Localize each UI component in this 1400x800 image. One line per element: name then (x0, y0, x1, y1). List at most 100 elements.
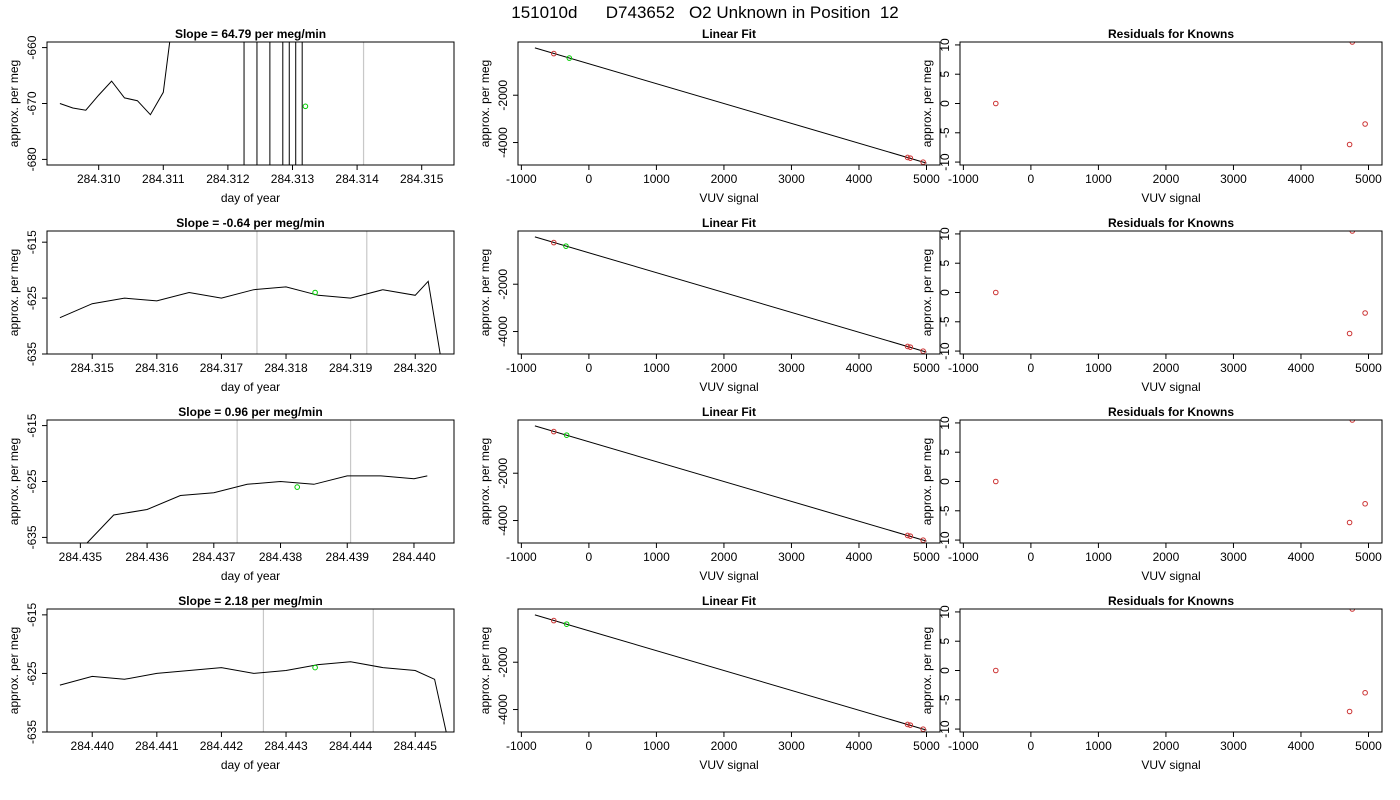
known-point (907, 344, 914, 350)
panel-time-2: 284.315 284.316 284.317 284.318 284.319 284.3… (7, 216, 455, 394)
residual-point (1362, 500, 1368, 507)
known-point (550, 428, 557, 435)
x-tick-label: -1000 (506, 739, 537, 753)
unknown-point (563, 243, 569, 249)
x-tick-label: 5000 (1355, 361, 1382, 375)
y-axis-label: approx. per meg (7, 438, 21, 525)
x-tick-label: 284.442 (200, 739, 244, 753)
panel-title: Residuals for Knowns (1108, 405, 1234, 419)
x-axis-label: day of year (221, 380, 280, 394)
y-tick-label: -2000 (496, 269, 510, 300)
panel-title: Slope = 64.79 per meg/min (175, 27, 326, 41)
x-tick-label: 2000 (711, 739, 738, 753)
x-tick-label: 1000 (1085, 550, 1112, 564)
y-tick-label: -5 (938, 694, 952, 705)
x-tick-label: 1000 (643, 172, 670, 186)
y-tick-label: -625 (25, 286, 39, 310)
x-tick-label: 0 (1028, 739, 1035, 753)
plot-area (992, 420, 1368, 526)
trace-line (59, 42, 171, 116)
panel-fit-1: -1000 0 1000 2000 3000 4000 5000 -4000 -2000 Line… (478, 27, 941, 205)
trace-line (59, 661, 447, 732)
y-tick-label: -615 (25, 603, 39, 627)
x-tick-label: 3000 (778, 739, 805, 753)
x-tick-label: 3000 (1220, 550, 1247, 564)
residual-point (992, 100, 999, 107)
x-tick-label: 2000 (711, 361, 738, 375)
x-tick-label: 5000 (1355, 550, 1382, 564)
plot-frame (517, 419, 941, 544)
x-tick-label: 5000 (913, 172, 940, 186)
y-tick-label: -4000 (496, 316, 510, 347)
x-tick-label: 2000 (711, 172, 738, 186)
y-tick-label: -5 (938, 505, 952, 516)
x-tick-label: 5000 (913, 361, 940, 375)
x-tick-label: 284.315 (400, 172, 444, 186)
plot-area (534, 614, 927, 732)
x-tick-label: 284.435 (59, 550, 103, 564)
x-tick-label: 2000 (711, 550, 738, 564)
plot-frame (959, 419, 1383, 544)
x-tick-label: 0 (1028, 361, 1035, 375)
x-axis-label: VUV signal (1141, 191, 1200, 205)
x-tick-label: 3000 (778, 172, 805, 186)
x-tick-label: 4000 (846, 172, 873, 186)
plot-area (992, 231, 1368, 337)
x-tick-label: 284.318 (264, 361, 308, 375)
x-tick-label: -1000 (506, 550, 537, 564)
fit-line (534, 236, 927, 353)
panel-time-3: 284.435 284.436 284.437 284.438 284.439 284.4… (7, 405, 455, 583)
x-tick-label: 284.313 (271, 172, 315, 186)
known-point (550, 617, 557, 624)
x-tick-label: 284.445 (394, 739, 438, 753)
residual-point (1349, 231, 1356, 234)
residual-point (1362, 310, 1368, 316)
x-tick-label: 0 (1028, 550, 1035, 564)
x-tick-label: 3000 (778, 550, 805, 564)
x-tick-label: -1000 (948, 550, 979, 564)
y-tick-label: -625 (25, 661, 39, 685)
x-tick-label: 0 (586, 361, 593, 375)
x-tick-label: 284.443 (264, 739, 308, 753)
unknown-point (563, 432, 570, 438)
panel-time-4: 284.440 284.441 284.442 284.443 284.444 284.4… (7, 594, 455, 772)
y-tick-label: -10 (938, 153, 952, 171)
y-tick-label: -625 (25, 469, 39, 493)
x-tick-label: 284.314 (335, 172, 379, 186)
y-tick-label: -2000 (496, 80, 510, 111)
x-tick-label: 0 (1028, 172, 1035, 186)
panels: 284.310 284.311 284.312 284.313 284.314 284.3… (7, 27, 1383, 772)
y-tick-label: 10 (938, 605, 952, 619)
x-tick-label: 5000 (1355, 172, 1382, 186)
known-point (920, 348, 926, 354)
trace-line (59, 280, 441, 354)
panel-resid-4: -1000 0 1000 2000 3000 4000 5000 -10 -5 0 5 10 Resid… (920, 594, 1383, 772)
residual-point (1362, 689, 1368, 696)
x-tick-label: 284.312 (206, 172, 250, 186)
plot-area (59, 609, 447, 732)
known-point (907, 155, 914, 161)
y-tick-label: 10 (938, 416, 952, 430)
x-tick-label: 4000 (846, 739, 873, 753)
y-tick-label: -635 (25, 525, 39, 549)
x-tick-label: 284.437 (192, 550, 236, 564)
x-tick-label: 3000 (1220, 172, 1247, 186)
x-tick-label: 5000 (913, 739, 940, 753)
plot-area (59, 231, 441, 354)
panel-title: Slope = -0.64 per meg/min (176, 216, 324, 230)
y-tick-label: 10 (938, 38, 952, 52)
y-tick-label: 5 (938, 638, 952, 645)
x-tick-label: 2000 (1153, 172, 1180, 186)
x-tick-label: 5000 (1355, 739, 1382, 753)
residual-point (992, 478, 999, 485)
x-tick-label: 0 (586, 550, 593, 564)
plot-area (992, 609, 1368, 715)
x-axis-label: VUV signal (699, 380, 758, 394)
x-tick-label: -1000 (948, 739, 979, 753)
x-tick-label: 3000 (778, 361, 805, 375)
plot-area (86, 420, 428, 543)
known-point (920, 726, 926, 732)
panel-title: Residuals for Knowns (1108, 27, 1234, 41)
panel-title: Linear Fit (702, 594, 756, 608)
